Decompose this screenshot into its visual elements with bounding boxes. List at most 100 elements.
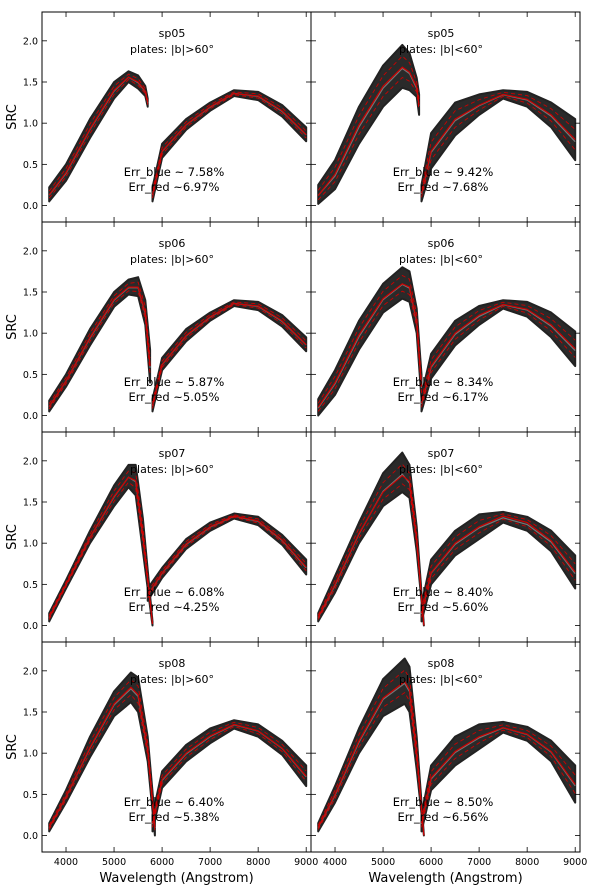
red-arm-lower-dashed-line [152,725,307,828]
panel-plates-label: plates: |b|>60° [130,463,214,476]
red-arm-upper-dashed-line [152,91,307,192]
red-arm-lower-dashed-line [421,729,576,828]
blue-arm-upper-dashed-line [48,679,156,826]
panel-spectrograph-label: sp05 [428,27,455,40]
err-red-label: Err_red ~5.05% [129,390,220,404]
y-tick-label: 2.0 [23,456,38,467]
y-axis-label: SRC [5,104,20,130]
panel-spectrograph-label: sp07 [159,447,186,460]
x-tick-label: 4000 [54,857,78,868]
red-arm-curve-band [151,299,308,413]
red-arm-mean-line [420,515,576,614]
panel-plates-label: plates: |b|>60° [130,673,214,686]
err-red-label: Err_red ~6.17% [398,390,489,404]
red-arm-mean-line [420,726,576,824]
blue-arm-upper-dashed-line [317,669,425,836]
y-tick-label: 0.0 [23,411,38,422]
panel-sp07-low-b [310,431,581,643]
x-tick-label: 8000 [246,857,270,868]
red-arm-mean-line [420,93,576,194]
y-tick-label: 1.0 [23,749,38,760]
red-arm-mean-line [151,302,307,406]
err-red-label: Err_red ~5.60% [398,600,489,614]
red-arm-upper-dashed-line [421,724,576,820]
panel-spectrograph-label: sp08 [159,657,186,670]
panel-plates-label: plates: |b|<60° [399,463,483,476]
red-arm-lower-dashed-line [421,518,576,618]
err-blue-label: Err_blue ~ 6.08% [124,585,225,599]
x-tick-label: 6000 [419,857,443,868]
x-tick-label: 5000 [371,857,395,868]
panel-sp05-low-b [310,11,581,223]
red-arm-upper-dashed-line [421,91,576,190]
panel-spectrograph-label: sp07 [428,447,455,460]
err-blue-label: Err_blue ~ 7.58% [124,165,225,179]
x-tick-label: 7000 [467,857,491,868]
blue-arm-upper-dashed-line [48,470,153,623]
blue-arm-mean-line [48,286,151,407]
y-axis-label: SRC [5,734,20,760]
y-tick-label: 2.0 [23,666,38,677]
y-tick-label: 1.0 [23,539,38,550]
y-tick-label: 1.5 [23,498,38,509]
err-red-label: Err_red ~4.25% [129,600,220,614]
panel-plates-label: plates: |b|>60° [130,253,214,266]
red-arm-upper-dashed-line [152,721,307,820]
x-tick-label: 5000 [102,857,126,868]
panel-plates-label: plates: |b|<60° [399,43,483,56]
red-arm-lower-dashed-line [421,305,576,408]
panel-plates-label: plates: |b|<60° [399,253,483,266]
x-tick-label: 8000 [515,857,539,868]
panel-plates-label: plates: |b|>60° [130,43,214,56]
blue-arm-mean-line [317,474,425,626]
blue-arm-lower-dashed-line [48,481,153,625]
panel-spectrograph-label: sp08 [428,657,455,670]
y-tick-label: 1.0 [23,119,38,130]
red-arm-upper-dashed-line [147,514,307,593]
y-tick-label: 1.5 [23,288,38,299]
y-tick-label: 2.0 [23,246,38,257]
red-arm-mean-line [151,92,307,195]
red-arm-mean-line [151,723,307,824]
x-tick-label: 9000 [563,857,587,868]
blue-arm-mean-line [48,76,149,196]
err-blue-label: Err_blue ~ 8.40% [393,585,494,599]
red-arm-lower-dashed-line [147,516,307,599]
x-tick-label: 6000 [150,857,174,868]
blue-arm-mean-line [48,476,154,624]
y-tick-label: 0.5 [23,370,38,381]
blue-arm-upper-dashed-line [48,281,151,404]
red-arm-lower-dashed-line [152,94,307,199]
blue-arm-mean-line [48,686,156,828]
x-tick-label: 9000 [294,857,318,868]
y-tick-label: 0.0 [23,621,38,632]
panel-frame [310,641,581,853]
blue-arm-lower-dashed-line [317,483,425,626]
err-red-label: Err_red ~5.38% [129,810,220,824]
panel-spectrograph-label: sp06 [159,237,186,250]
red-arm-upper-dashed-line [421,513,576,610]
blue-arm-curve-band [48,671,156,837]
red-arm-lower-dashed-line [421,95,576,198]
panel-spectrograph-label: sp05 [159,27,186,40]
y-tick-label: 0.0 [23,831,38,842]
err-red-label: Err_red ~6.56% [398,810,489,824]
blue-arm-lower-dashed-line [48,78,149,199]
err-red-label: Err_red ~7.68% [398,180,489,194]
err-blue-label: Err_blue ~ 6.40% [124,795,225,809]
blue-arm-lower-dashed-line [317,76,420,201]
y-axis-label: SRC [5,314,20,340]
panel-sp06-low-b [310,221,581,433]
x-tick-label: 4000 [323,857,347,868]
blue-arm-upper-dashed-line [317,55,420,191]
red-arm-curve-band [151,719,308,833]
blue-arm-upper-dashed-line [48,73,149,192]
blue-arm-mean-line [317,66,420,196]
y-tick-label: 0.5 [23,790,38,801]
blue-arm-lower-dashed-line [48,290,151,410]
blue-arm-upper-dashed-line [317,274,422,404]
err-red-label: Err_red ~6.97% [129,180,220,194]
blue-arm-curve-band [48,70,149,203]
panel-sp06-high-b [41,221,312,433]
